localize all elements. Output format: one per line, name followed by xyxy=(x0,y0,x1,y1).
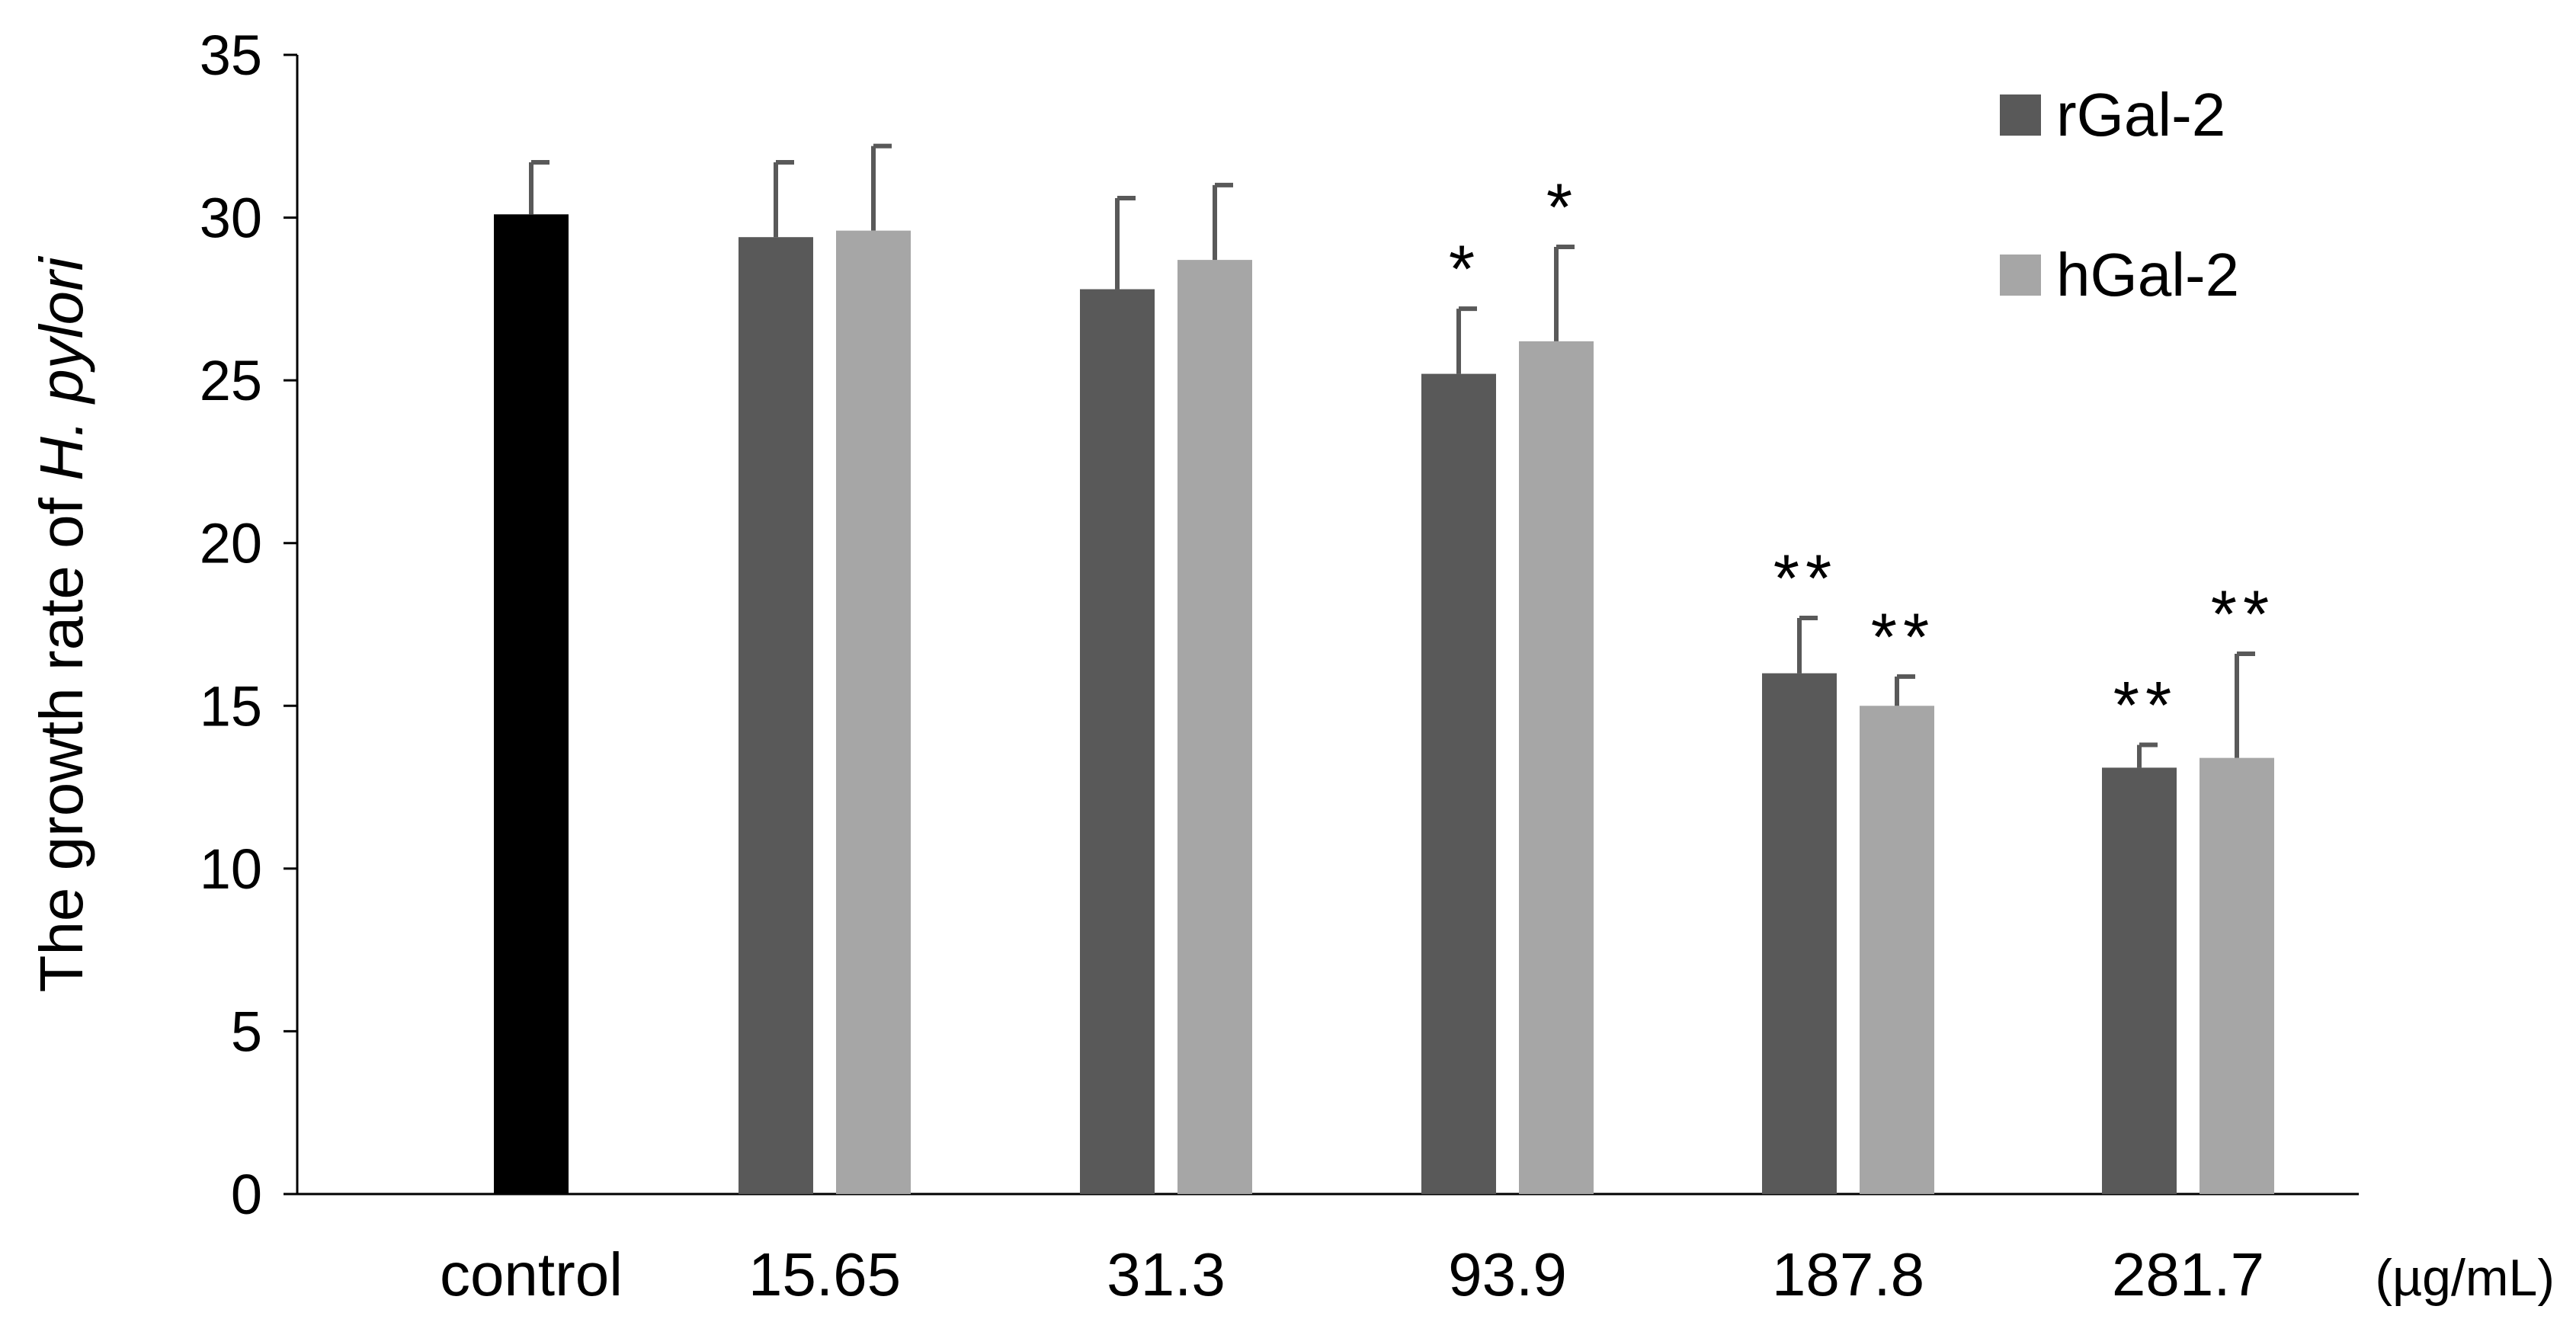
y-axis-label: The growth rate of H. pylori xyxy=(27,255,95,992)
y-tick-label: 20 xyxy=(200,512,262,575)
bar-hGal-2 xyxy=(1177,260,1252,1195)
significance-marker: * xyxy=(1546,169,1578,245)
bar-control xyxy=(494,214,569,1194)
x-tick-label: control xyxy=(440,1241,623,1308)
bar-hGal-2 xyxy=(2200,757,2274,1194)
legend-label: rGal-2 xyxy=(2056,81,2225,149)
bar-rGal-2 xyxy=(1421,373,1496,1195)
y-axis-label-italic: H. pylori xyxy=(27,255,95,481)
bar-hGal-2 xyxy=(1519,341,1594,1194)
y-axis-label-text: The growth rate of xyxy=(27,481,95,992)
x-tick-label: 15.65 xyxy=(748,1241,901,1308)
bar-hGal-2 xyxy=(836,230,911,1195)
legend-swatch xyxy=(2000,94,2041,136)
bar-rGal-2 xyxy=(739,237,813,1195)
significance-marker: * xyxy=(1449,231,1481,306)
x-tick-label: 187.8 xyxy=(1772,1241,1924,1308)
x-tick-label: 31.3 xyxy=(1107,1241,1226,1308)
x-unit-label: (µg/mL) xyxy=(2375,1249,2555,1307)
legend-label: hGal-2 xyxy=(2056,241,2239,309)
y-tick-label: 10 xyxy=(200,837,262,901)
y-tick-label: 0 xyxy=(231,1163,262,1226)
significance-marker: ** xyxy=(1773,540,1838,616)
significance-marker: ** xyxy=(2113,668,2178,743)
bar-rGal-2 xyxy=(2102,767,2177,1194)
bar-hGal-2 xyxy=(1860,706,1934,1194)
x-tick-label: 93.9 xyxy=(1448,1241,1567,1308)
y-tick-label: 30 xyxy=(200,187,262,250)
y-tick-label: 15 xyxy=(200,674,262,738)
legend-swatch xyxy=(2000,255,2041,296)
y-tick-label: 5 xyxy=(231,1000,262,1063)
bar-rGal-2 xyxy=(1080,289,1155,1194)
y-tick-label: 25 xyxy=(200,349,262,412)
x-tick-label: 281.7 xyxy=(2112,1241,2264,1308)
bar-rGal-2 xyxy=(1762,673,1837,1194)
y-tick-label: 35 xyxy=(200,24,262,87)
significance-marker: ** xyxy=(1871,599,1936,674)
significance-marker: ** xyxy=(2211,576,2276,651)
